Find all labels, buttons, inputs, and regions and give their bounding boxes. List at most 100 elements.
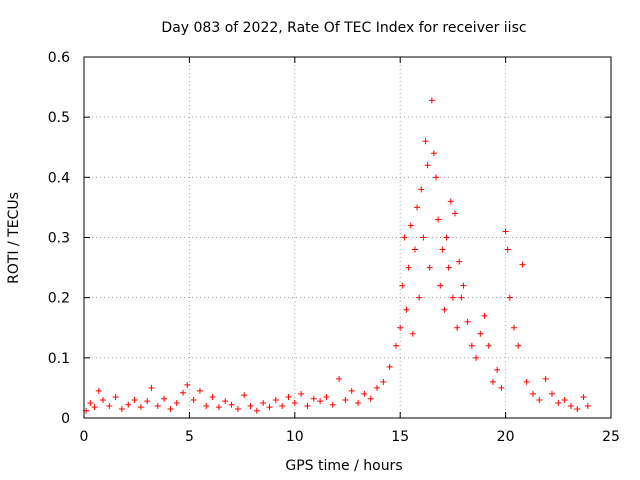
data-point bbox=[452, 210, 459, 217]
y-tick-label: 0.1 bbox=[48, 351, 70, 367]
data-point bbox=[361, 390, 368, 397]
data-point bbox=[519, 261, 526, 268]
data-point bbox=[494, 366, 501, 373]
data-point bbox=[456, 258, 463, 265]
data-point bbox=[548, 390, 555, 397]
data-point bbox=[241, 392, 248, 399]
data-point bbox=[285, 393, 292, 400]
data-point bbox=[426, 264, 433, 271]
data-point bbox=[477, 330, 484, 337]
data-point bbox=[317, 398, 324, 405]
data-point bbox=[342, 396, 349, 403]
x-tick-label: 5 bbox=[185, 429, 194, 445]
data-point bbox=[530, 390, 537, 397]
data-point bbox=[414, 204, 421, 211]
data-point bbox=[443, 234, 450, 241]
data-point bbox=[125, 401, 132, 408]
data-point bbox=[580, 393, 587, 400]
data-point bbox=[561, 396, 568, 403]
data-point bbox=[405, 264, 412, 271]
data-point bbox=[209, 393, 216, 400]
x-axis-ticks: 0 5 10 15 20 25 bbox=[80, 57, 620, 445]
data-point bbox=[272, 396, 279, 403]
data-point bbox=[112, 393, 119, 400]
data-point bbox=[392, 342, 399, 349]
data-point bbox=[380, 378, 387, 385]
data-point bbox=[428, 97, 435, 104]
data-point bbox=[447, 198, 454, 205]
data-point bbox=[148, 384, 155, 391]
data-point bbox=[542, 375, 549, 382]
data-point bbox=[511, 324, 518, 331]
data-point bbox=[99, 396, 106, 403]
x-tick-label: 10 bbox=[286, 429, 304, 445]
data-point bbox=[323, 393, 330, 400]
data-point bbox=[399, 282, 406, 289]
x-tick-label: 0 bbox=[80, 429, 89, 445]
data-point bbox=[247, 402, 254, 409]
data-point bbox=[196, 387, 203, 394]
data-point bbox=[418, 186, 425, 193]
data-point bbox=[409, 330, 416, 337]
x-tick-label: 25 bbox=[602, 429, 620, 445]
data-point bbox=[502, 228, 509, 235]
grid-lines bbox=[84, 57, 611, 418]
x-tick-label: 15 bbox=[391, 429, 409, 445]
data-point bbox=[485, 342, 492, 349]
data-point bbox=[422, 138, 429, 145]
data-point bbox=[449, 294, 456, 301]
data-point bbox=[215, 404, 222, 411]
data-point bbox=[253, 407, 260, 414]
data-point bbox=[441, 306, 448, 313]
data-point bbox=[433, 174, 440, 181]
data-point bbox=[460, 282, 467, 289]
data-point bbox=[435, 216, 442, 223]
data-point bbox=[106, 402, 113, 409]
data-point bbox=[279, 402, 286, 409]
data-point bbox=[407, 222, 414, 229]
data-point bbox=[555, 399, 562, 406]
data-point bbox=[355, 399, 362, 406]
data-point bbox=[154, 402, 161, 409]
data-point bbox=[584, 402, 591, 409]
data-point bbox=[504, 246, 511, 253]
data-point bbox=[567, 402, 574, 409]
data-point bbox=[411, 246, 418, 253]
data-point bbox=[291, 399, 298, 406]
x-tick-label: 20 bbox=[497, 429, 515, 445]
data-point bbox=[468, 342, 475, 349]
data-point bbox=[184, 381, 191, 388]
data-point bbox=[454, 324, 461, 331]
data-point bbox=[203, 402, 210, 409]
y-axis-label: ROTI / TECUs bbox=[6, 192, 22, 284]
data-point bbox=[118, 405, 125, 412]
data-point bbox=[167, 405, 174, 412]
data-point bbox=[574, 405, 581, 412]
data-point bbox=[401, 234, 408, 241]
chart-title: Day 083 of 2022, Rate Of TEC Index for r… bbox=[161, 20, 526, 36]
data-point bbox=[430, 150, 437, 157]
y-tick-label: 0.2 bbox=[48, 291, 70, 307]
data-point bbox=[173, 399, 180, 406]
data-point bbox=[386, 363, 393, 370]
data-point bbox=[458, 294, 465, 301]
data-point bbox=[498, 384, 505, 391]
data-point bbox=[439, 246, 446, 253]
data-point bbox=[180, 389, 187, 396]
y-tick-label: 0.3 bbox=[48, 231, 70, 247]
data-point bbox=[304, 402, 311, 409]
y-axis-ticks: 0 0.1 0.2 0.3 0.4 0.5 0.6 bbox=[48, 50, 611, 427]
data-point bbox=[416, 294, 423, 301]
data-point bbox=[144, 398, 151, 405]
data-point bbox=[506, 294, 513, 301]
data-series bbox=[83, 97, 591, 414]
data-point bbox=[536, 396, 543, 403]
data-point bbox=[190, 396, 197, 403]
data-point bbox=[464, 318, 471, 325]
y-tick-label: 0.4 bbox=[48, 170, 70, 186]
data-point bbox=[523, 378, 530, 385]
data-point bbox=[228, 401, 235, 408]
data-point bbox=[310, 395, 317, 402]
data-point bbox=[403, 306, 410, 313]
